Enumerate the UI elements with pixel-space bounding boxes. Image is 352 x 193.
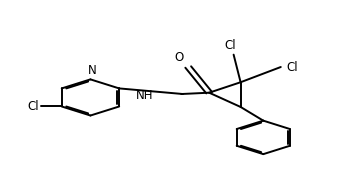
Text: O: O [175,51,184,64]
Text: Cl: Cl [224,39,236,52]
Text: NH: NH [136,89,153,102]
Text: N: N [88,64,96,77]
Text: Cl: Cl [286,61,298,74]
Text: Cl: Cl [27,100,39,113]
